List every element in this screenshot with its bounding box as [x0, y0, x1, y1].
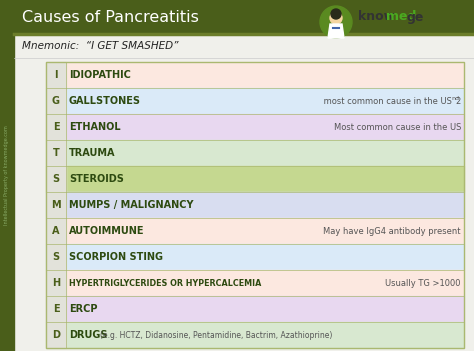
Bar: [46, 296, 464, 322]
Text: (e.g. HCTZ, Didanosine, Pentamidine, Bactrim, Azathioprine): (e.g. HCTZ, Didanosine, Pentamidine, Bac…: [100, 331, 332, 339]
Text: M: M: [51, 200, 61, 210]
Text: D: D: [52, 330, 60, 340]
Circle shape: [330, 12, 342, 24]
Bar: [46, 166, 66, 192]
Bar: [46, 62, 464, 88]
Text: E: E: [53, 122, 59, 132]
Circle shape: [320, 6, 352, 38]
Text: IDIOPATHIC: IDIOPATHIC: [69, 70, 131, 80]
Bar: [0, 17, 18, 34]
Text: Intellectual Property of knowmedge.com: Intellectual Property of knowmedge.com: [4, 126, 9, 225]
Bar: [46, 296, 66, 322]
Text: Usually TG >1000: Usually TG >1000: [385, 278, 461, 287]
Bar: [46, 192, 66, 218]
Bar: [46, 218, 66, 244]
Text: know: know: [358, 11, 395, 24]
Text: Mnemonic:  “I GET SMASHED”: Mnemonic: “I GET SMASHED”: [22, 41, 179, 51]
Text: I: I: [54, 70, 58, 80]
Circle shape: [331, 9, 341, 19]
Text: TRAUMA: TRAUMA: [69, 148, 116, 158]
Text: med: med: [386, 11, 416, 24]
Bar: [46, 88, 66, 114]
Text: May have IgG4 antibody present: May have IgG4 antibody present: [323, 226, 461, 236]
Text: T: T: [53, 148, 59, 158]
Text: ERCP: ERCP: [69, 304, 98, 314]
Text: HYPERTRIGLYCERIDES OR HYPERCALCEMIA: HYPERTRIGLYCERIDES OR HYPERCALCEMIA: [69, 278, 261, 287]
Bar: [46, 62, 464, 348]
Bar: [14, 0, 474, 34]
Text: DRUGS: DRUGS: [69, 330, 108, 340]
Bar: [46, 192, 464, 218]
Bar: [46, 62, 66, 88]
Bar: [46, 88, 464, 114]
Bar: [0, 0, 14, 351]
Text: Most common cause in the US: Most common cause in the US: [334, 122, 461, 132]
Bar: [46, 270, 464, 296]
Bar: [46, 322, 66, 348]
Text: GALLSTONES: GALLSTONES: [69, 96, 141, 106]
Text: G: G: [52, 96, 60, 106]
Text: A: A: [52, 226, 60, 236]
Bar: [46, 218, 464, 244]
Text: H: H: [52, 278, 60, 288]
Bar: [46, 322, 464, 348]
Text: ge: ge: [407, 11, 424, 24]
Text: S: S: [53, 174, 60, 184]
Text: nd: nd: [451, 96, 459, 101]
Bar: [46, 270, 66, 296]
Polygon shape: [328, 24, 344, 38]
Bar: [46, 166, 464, 192]
Bar: [46, 114, 66, 140]
Bar: [46, 140, 464, 166]
Text: most common cause in the US: most common cause in the US: [321, 97, 452, 106]
Text: E: E: [53, 304, 59, 314]
Text: SCORPION STING: SCORPION STING: [69, 252, 163, 262]
Text: AUTOIMMUNE: AUTOIMMUNE: [69, 226, 145, 236]
Text: MUMPS / MALIGNANCY: MUMPS / MALIGNANCY: [69, 200, 193, 210]
Bar: [46, 244, 66, 270]
Text: STEROIDS: STEROIDS: [69, 174, 124, 184]
Bar: [46, 140, 66, 166]
Bar: [46, 244, 464, 270]
Text: Causes of Pancreatitis: Causes of Pancreatitis: [22, 9, 199, 25]
Text: 2: 2: [456, 97, 461, 106]
Bar: [0, 0, 18, 17]
Text: ETHANOL: ETHANOL: [69, 122, 120, 132]
Text: S: S: [53, 252, 60, 262]
Bar: [46, 114, 464, 140]
